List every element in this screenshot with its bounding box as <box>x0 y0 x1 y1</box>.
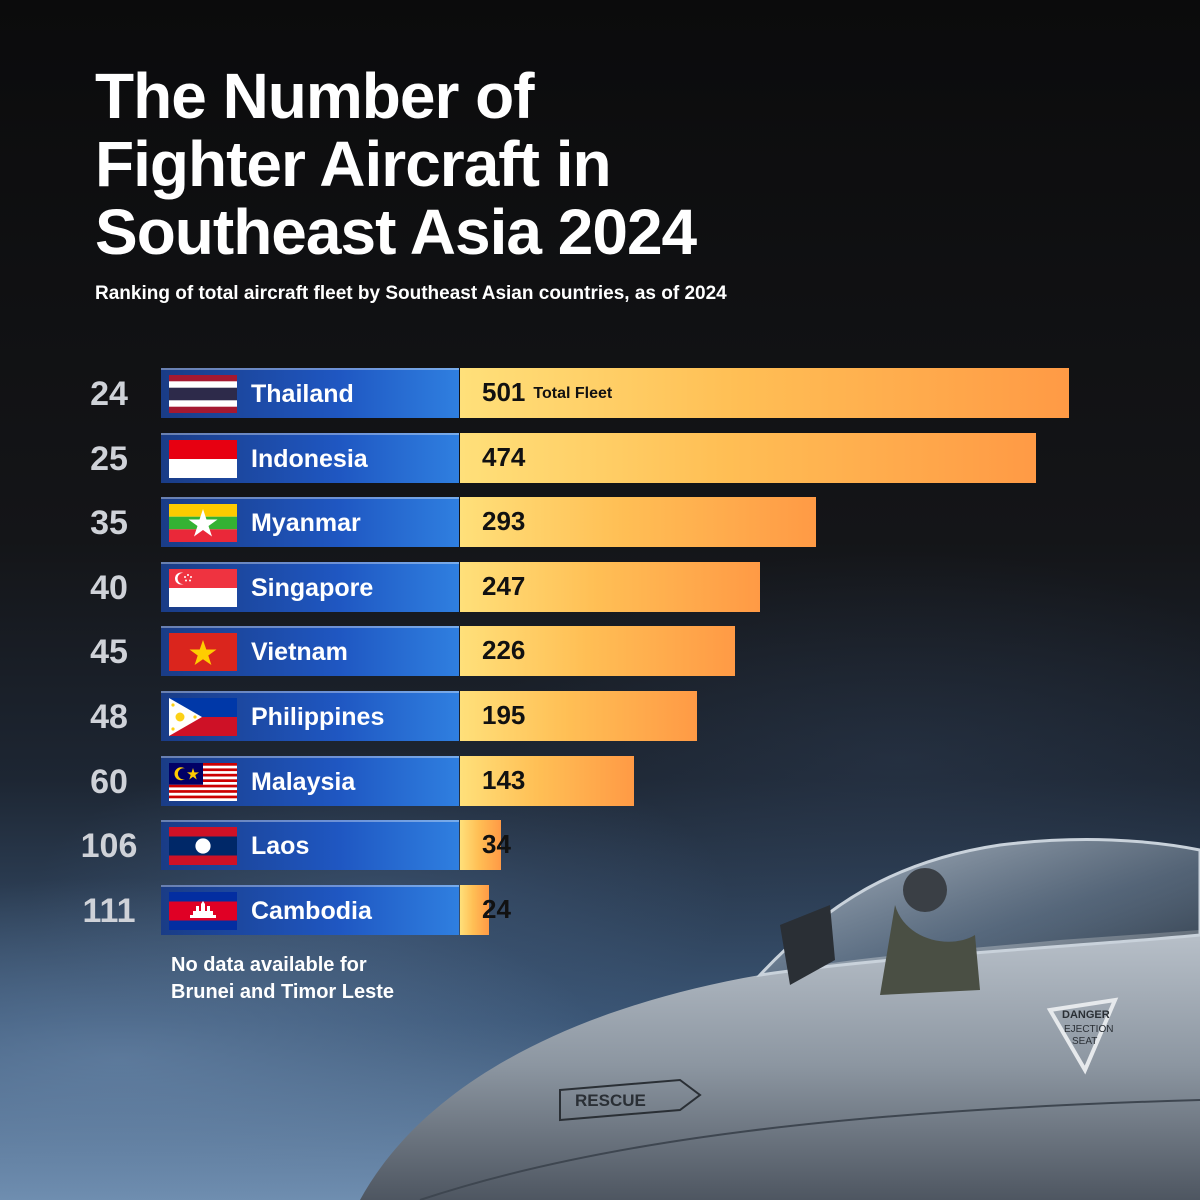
rank-label: 40 <box>90 569 128 607</box>
svg-text:DANGER: DANGER <box>1062 1009 1110 1021</box>
rank-label: 25 <box>90 440 128 478</box>
data-label: 34 <box>482 829 511 859</box>
rank-label: 48 <box>90 698 128 736</box>
country-name: Singapore <box>251 574 374 602</box>
country-name: Cambodia <box>251 897 372 925</box>
philippines-flag <box>169 698 237 736</box>
chart-title: The Number of Fighter Aircraft in Southe… <box>95 60 697 268</box>
country-label-bar: Philippines <box>161 691 459 741</box>
bar: 474 <box>460 433 1036 483</box>
country-label-bar: Singapore <box>161 562 459 612</box>
country-name: Malaysia <box>251 768 356 796</box>
country-name: Vietnam <box>251 638 348 666</box>
data-label: 143 <box>482 765 526 795</box>
bar: 195 <box>460 691 697 741</box>
country-label-bar: Myanmar <box>161 497 459 547</box>
country-label-bar: Malaysia <box>161 756 459 806</box>
rank-label: 111 <box>82 892 136 930</box>
bar: 24 <box>460 885 511 935</box>
title-line: The Number of <box>95 60 535 132</box>
country-name: Myanmar <box>251 509 361 537</box>
data-label: 226 <box>482 635 526 665</box>
bar: 143 <box>460 756 634 806</box>
data-label: 247 <box>482 571 526 601</box>
rank-label: 35 <box>90 504 128 542</box>
country-label-bar: Vietnam <box>161 626 459 676</box>
note-line: No data available for <box>171 954 367 976</box>
indonesia-flag <box>169 440 237 478</box>
title-line: Southeast Asia 2024 <box>95 196 697 268</box>
data-label: 24 <box>482 894 511 924</box>
rank-label: 45 <box>90 633 128 671</box>
country-name: Laos <box>251 832 310 860</box>
data-label: 293 <box>482 506 526 536</box>
svg-text:RESCUE: RESCUE <box>575 1091 646 1110</box>
laos-flag <box>169 827 237 865</box>
chart-subtitle: Ranking of total aircraft fleet by South… <box>95 283 727 304</box>
bar: 293 <box>460 497 816 547</box>
note-line: Brunei and Timor Leste <box>171 981 395 1003</box>
data-label: 195 <box>482 700 526 730</box>
rank-label: 24 <box>90 375 128 413</box>
data-label: 501 Total Fleet <box>482 377 613 407</box>
country-label-bar: Laos <box>161 820 459 870</box>
bar: 501 Total Fleet <box>460 368 1069 418</box>
country-label-bar: Thailand <box>161 368 459 418</box>
country-name: Thailand <box>251 380 354 408</box>
rank-label: 60 <box>90 763 128 801</box>
vietnam-flag <box>169 633 237 671</box>
data-label: 474 <box>482 442 526 472</box>
svg-text:EJECTION: EJECTION <box>1064 1024 1113 1035</box>
country-label-bar: Indonesia <box>161 433 459 483</box>
country-label-bar: Cambodia <box>161 885 459 935</box>
thailand-flag <box>169 375 237 413</box>
title-line: Fighter Aircraft in <box>95 128 612 200</box>
bar: 34 <box>460 820 511 870</box>
malaysia-flag <box>169 763 237 801</box>
unit-label: Total Fleet <box>533 385 613 402</box>
rank-label: 106 <box>80 827 138 865</box>
bar: 247 <box>460 562 760 612</box>
svg-text:SEAT: SEAT <box>1072 1036 1097 1047</box>
bar: 226 <box>460 626 735 676</box>
cambodia-flag <box>169 892 237 930</box>
singapore-flag <box>169 569 237 607</box>
no-data-note: No data available for Brunei and Timor L… <box>171 952 394 1006</box>
country-name: Philippines <box>251 703 385 731</box>
myanmar-flag <box>169 504 237 542</box>
country-name: Indonesia <box>251 445 368 473</box>
